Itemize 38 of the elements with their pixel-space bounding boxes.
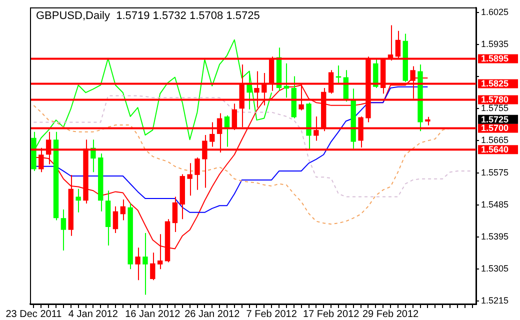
text: 1.5725 — [481, 114, 509, 124]
y-tick-label: 1.5395 — [481, 231, 509, 242]
candlestick — [142, 232, 148, 296]
y-tick-label: 1.5665 — [481, 135, 509, 146]
ref-line-label: 1.5640 — [481, 144, 509, 155]
candlestick — [120, 199, 126, 221]
candlestick — [172, 196, 178, 232]
x-tick-label: 16 Jan 2012 — [125, 308, 181, 320]
x-tick-label: 29 Feb 2012 — [362, 308, 420, 320]
y-tick-label: 1.5305 — [481, 264, 509, 274]
x-tick-label: 17 Feb 2012 — [302, 308, 360, 320]
y-tick-label: 1.6025 — [481, 6, 509, 17]
candlestick — [224, 114, 230, 148]
x-tick-label: 26 Jan 2012 — [184, 308, 240, 320]
candlestick — [373, 58, 378, 88]
candlestick — [76, 188, 81, 213]
y-tick-label: 1.5575 — [481, 167, 509, 178]
ref-line-label: 1.5825 — [481, 78, 509, 89]
candlestick — [194, 156, 200, 190]
ref-line-label: 1.5895 — [481, 54, 509, 64]
ref-line-label: 1.5700 — [481, 123, 509, 134]
chart-title: GBPUSD,Daily 1.5719 1.5732 1.5708 1.5725 — [36, 10, 260, 22]
x-tick-label: 7 Feb 2012 — [246, 308, 298, 320]
x-tick-label: 4 Jan 2012 — [68, 308, 118, 320]
line-series — [33, 95, 473, 198]
y-tick-label: 1.5755 — [481, 103, 509, 114]
candlestick — [187, 162, 192, 196]
candlestick — [135, 247, 140, 281]
candlestick — [150, 252, 156, 281]
ref-line-label: 1.5780 — [481, 94, 509, 105]
candlestick — [246, 70, 252, 110]
y-tick-label: 1.5935 — [481, 38, 509, 49]
y-tick-label: 1.5485 — [481, 199, 509, 210]
x-tick-label: 23 Dec 2011 — [6, 308, 62, 320]
candlestick — [60, 209, 66, 252]
y-tick-label: 1.5215 — [481, 296, 509, 306]
candlestick — [112, 206, 118, 234]
candlestick — [336, 65, 342, 84]
